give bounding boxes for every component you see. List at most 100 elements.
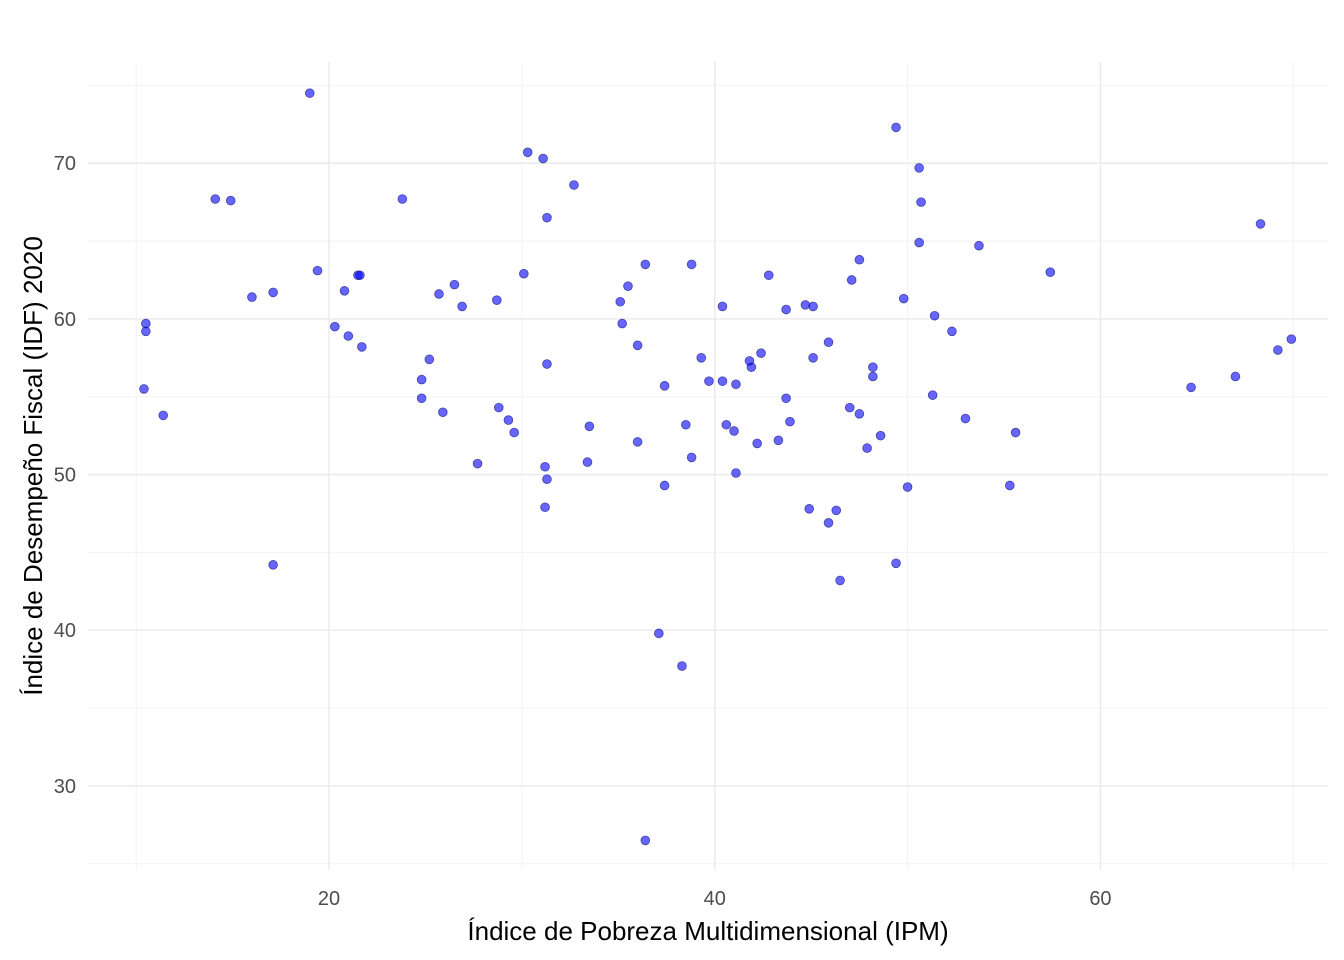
data-point bbox=[868, 362, 878, 372]
data-point bbox=[304, 88, 315, 98]
data-point bbox=[808, 301, 818, 312]
data-point bbox=[947, 326, 957, 337]
data-point bbox=[540, 502, 550, 513]
data-point bbox=[823, 518, 834, 528]
data-point bbox=[756, 348, 766, 358]
data-point bbox=[268, 287, 278, 298]
data-point bbox=[844, 402, 855, 413]
data-point bbox=[781, 393, 791, 404]
data-point bbox=[503, 415, 514, 425]
data-point bbox=[1273, 345, 1283, 355]
data-point bbox=[929, 310, 940, 321]
data-point bbox=[704, 376, 714, 386]
y-axis-title: Índice de Desempeño Fiscal (IDF) 2020 bbox=[18, 236, 48, 696]
data-point bbox=[785, 416, 795, 427]
data-point bbox=[681, 419, 691, 430]
data-point bbox=[914, 163, 924, 173]
data-point bbox=[424, 354, 435, 365]
data-point bbox=[330, 321, 340, 332]
data-point bbox=[891, 558, 901, 569]
data-point bbox=[615, 296, 626, 307]
data-point bbox=[831, 505, 842, 516]
data-point bbox=[721, 419, 732, 430]
data-point bbox=[158, 410, 169, 421]
data-point bbox=[312, 265, 323, 276]
x-axis-tick-labels: 20 40 60 bbox=[318, 888, 1112, 910]
data-point bbox=[846, 275, 857, 285]
data-point bbox=[862, 443, 872, 453]
y-tick-label: 50 bbox=[54, 465, 76, 487]
x-axis-title: Índice de Pobreza Multidimensional (IPM) bbox=[467, 916, 948, 946]
data-point bbox=[538, 153, 548, 164]
data-point bbox=[416, 393, 427, 404]
data-point bbox=[1255, 219, 1266, 229]
data-point bbox=[493, 402, 504, 413]
y-tick-label: 40 bbox=[54, 620, 76, 642]
data-point bbox=[902, 482, 913, 492]
data-point bbox=[416, 374, 427, 385]
data-points bbox=[139, 88, 1297, 846]
data-point bbox=[916, 197, 926, 207]
data-point bbox=[927, 390, 938, 400]
data-point bbox=[752, 438, 762, 449]
data-point bbox=[225, 195, 236, 206]
data-point bbox=[729, 426, 739, 436]
data-point bbox=[542, 474, 552, 485]
y-tick-label: 60 bbox=[54, 309, 76, 331]
data-point bbox=[800, 300, 811, 310]
data-point bbox=[686, 259, 697, 270]
data-point bbox=[632, 340, 643, 351]
data-point bbox=[677, 661, 687, 671]
data-point bbox=[659, 480, 670, 491]
data-point bbox=[492, 295, 502, 305]
data-point bbox=[139, 384, 149, 394]
data-point bbox=[1045, 267, 1056, 277]
data-point bbox=[731, 468, 741, 478]
data-point bbox=[868, 371, 878, 382]
data-point bbox=[731, 379, 741, 390]
data-point bbox=[1230, 371, 1241, 382]
data-point bbox=[891, 122, 901, 133]
data-point bbox=[654, 628, 664, 639]
data-point bbox=[584, 421, 595, 432]
y-tick-label: 70 bbox=[54, 153, 76, 175]
major-gridlines bbox=[88, 62, 1328, 870]
data-point bbox=[1286, 334, 1297, 344]
data-point bbox=[640, 259, 651, 270]
data-point bbox=[472, 458, 483, 469]
data-point bbox=[746, 362, 757, 372]
data-point bbox=[569, 180, 579, 190]
data-point bbox=[268, 560, 278, 570]
data-point bbox=[339, 286, 350, 296]
data-point bbox=[542, 359, 552, 369]
data-point bbox=[1010, 427, 1021, 438]
y-tick-label: 30 bbox=[54, 776, 76, 798]
data-point bbox=[854, 254, 865, 265]
data-point bbox=[898, 293, 909, 304]
data-point bbox=[397, 194, 408, 204]
x-tick-label: 20 bbox=[318, 888, 340, 910]
minor-gridlines bbox=[88, 62, 1328, 870]
data-point bbox=[617, 318, 627, 329]
data-point bbox=[686, 452, 697, 463]
data-point bbox=[438, 407, 448, 418]
data-point bbox=[457, 301, 467, 312]
data-point bbox=[357, 342, 367, 352]
x-tick-label: 60 bbox=[1089, 888, 1111, 910]
data-point bbox=[773, 435, 784, 446]
data-point bbox=[763, 270, 774, 281]
data-point bbox=[247, 292, 257, 302]
data-point bbox=[835, 575, 845, 586]
data-point bbox=[632, 437, 643, 447]
data-point bbox=[854, 409, 865, 419]
data-point bbox=[449, 279, 460, 290]
data-point bbox=[141, 326, 151, 337]
data-point bbox=[914, 237, 924, 248]
data-point bbox=[540, 461, 550, 472]
data-point bbox=[1005, 480, 1015, 491]
data-point bbox=[509, 427, 519, 438]
data-point bbox=[804, 504, 815, 514]
data-point bbox=[808, 352, 818, 363]
data-point bbox=[542, 212, 552, 223]
